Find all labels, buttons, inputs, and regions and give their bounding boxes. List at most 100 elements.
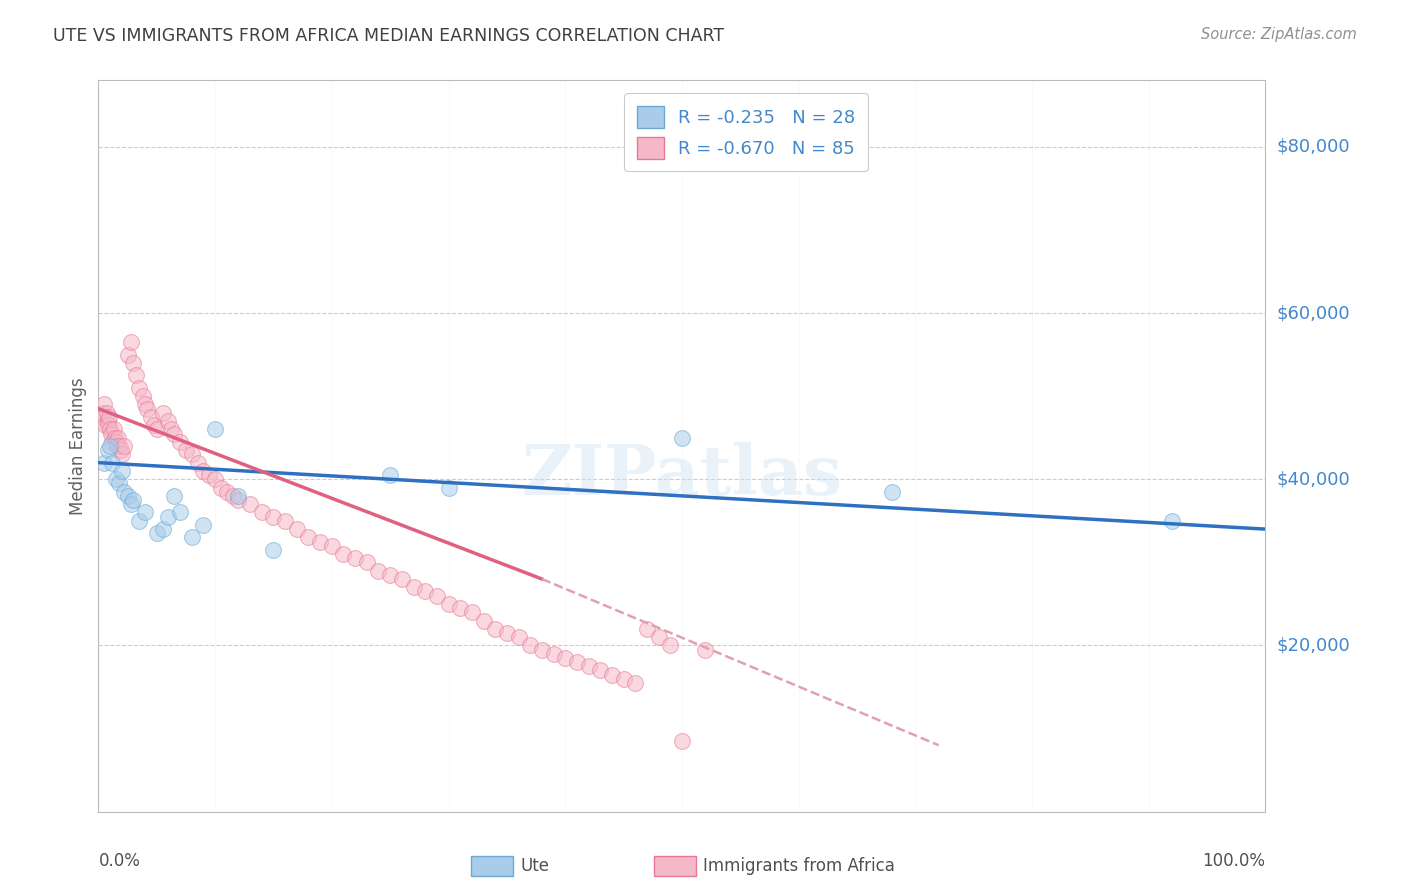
Point [204,422,226,436]
Point [120,497,142,511]
Point [174,443,197,458]
Point [112,439,135,453]
Point [104,472,127,486]
Point [98,422,121,436]
Point [578,659,600,673]
Point [98,439,121,453]
Point [134,397,156,411]
Point [402,580,425,594]
Point [101,456,124,470]
Text: ZIPatlas: ZIPatlas [522,442,842,508]
Point [437,481,460,495]
Point [108,439,131,453]
Point [285,522,308,536]
Point [204,472,226,486]
Point [209,481,232,495]
Point [426,589,449,603]
Point [104,431,127,445]
Point [565,655,588,669]
Point [193,518,215,533]
Point [139,409,162,424]
Point [128,381,150,395]
Text: $20,000: $20,000 [1277,637,1350,655]
Point [97,414,120,428]
Point [554,651,576,665]
Text: Immigrants from Africa: Immigrants from Africa [703,857,894,875]
Point [112,484,135,499]
Legend: R = -0.235   N = 28, R = -0.670   N = 85: R = -0.235 N = 28, R = -0.670 N = 85 [624,93,868,171]
Point [93,397,115,411]
Text: Source: ZipAtlas.com: Source: ZipAtlas.com [1201,27,1357,42]
Point [97,418,120,433]
Point [484,622,506,636]
Point [93,456,115,470]
Point [449,601,471,615]
Point [215,484,238,499]
Text: 0.0%: 0.0% [98,852,141,870]
Point [128,514,150,528]
Point [152,406,174,420]
Point [589,664,612,678]
Point [101,434,124,449]
Point [180,447,202,461]
Point [1161,514,1184,528]
Point [413,584,436,599]
Point [508,630,530,644]
Point [228,489,250,503]
Point [110,443,132,458]
Point [321,539,343,553]
Point [94,418,117,433]
Point [100,426,122,441]
Text: $40,000: $40,000 [1277,470,1350,488]
Point [169,434,191,449]
Point [262,509,284,524]
Point [90,406,112,420]
Point [103,422,125,436]
Point [600,667,623,681]
Text: Ute: Ute [520,857,550,875]
Point [659,639,682,653]
Point [104,434,127,449]
Point [193,464,215,478]
Point [157,509,180,524]
Point [125,368,148,383]
Point [117,347,139,362]
Point [143,418,166,433]
Point [274,514,297,528]
Point [437,597,460,611]
Point [250,506,273,520]
Point [122,356,145,370]
Point [132,389,155,403]
Point [107,431,129,445]
Point [134,506,156,520]
Point [262,542,284,557]
Point [530,642,553,657]
Point [180,530,202,544]
Point [543,647,565,661]
Point [636,622,658,636]
Point [880,484,903,499]
Point [108,476,131,491]
Point [97,443,120,458]
Text: $60,000: $60,000 [1277,304,1350,322]
Text: 100.0%: 100.0% [1202,852,1265,870]
Point [367,564,389,578]
Point [105,439,128,453]
Point [91,409,114,424]
Y-axis label: Median Earnings: Median Earnings [69,377,87,515]
Point [671,431,693,445]
Point [117,489,139,503]
Point [519,639,541,653]
Point [146,422,169,436]
Point [152,522,174,536]
Point [461,605,484,619]
Point [221,489,243,503]
Point [671,734,693,748]
Point [122,493,145,508]
Point [344,551,367,566]
Point [136,401,159,416]
Point [120,335,142,350]
Point [111,447,134,461]
Text: $80,000: $80,000 [1277,137,1350,156]
Point [97,409,120,424]
